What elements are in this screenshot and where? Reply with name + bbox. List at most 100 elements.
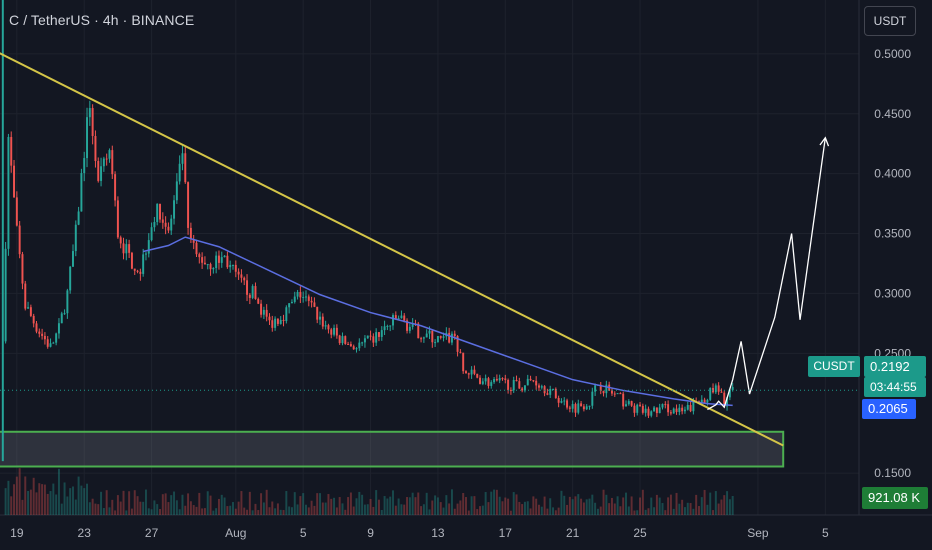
candle-body-33 [97,161,100,181]
candle-body-222 [627,401,630,405]
candle-body-166 [470,369,473,375]
y-tick-6: 0.1500 [874,466,911,480]
volume-bar-180 [509,510,512,515]
x-tick-1: 23 [78,526,92,540]
candle-body-163 [462,352,465,372]
candle-body-221 [625,404,627,407]
volume-bar-85 [243,507,246,515]
volume-bar-6 [21,499,24,515]
volume-bar-131 [372,506,375,515]
volume-bar-55 [159,508,161,515]
candle-body-5 [18,225,21,255]
volume-bar-73 [209,495,212,515]
volume-bar-183 [518,501,521,515]
volume-bar-40 [116,495,119,515]
volume-bar-48 [139,501,142,515]
volume-bar-171 [484,492,487,515]
candle-body-188 [532,380,535,382]
candle-body-136 [386,325,389,327]
volume-bar-173 [490,491,493,515]
volume-bar-248 [700,497,703,515]
candle-body-148 [420,338,423,340]
volume-bar-201 [568,496,571,515]
volume-bar-209 [591,494,594,515]
bar-countdown-tag: 03:44:55 [864,377,926,397]
volume-bar-47 [136,496,139,515]
volume-bar-75 [215,508,218,515]
candle-body-195 [552,388,554,390]
candle-body-201 [568,407,571,409]
volume-bar-259 [731,495,734,515]
y-tick-0: 0.5000 [874,47,911,61]
volume-bar-137 [389,496,392,515]
x-tick-8: 21 [566,526,580,540]
volume-bar-255 [720,499,723,515]
volume-bar-59 [170,495,173,515]
projection-path[interactable] [707,136,830,411]
candle-body-253 [714,385,717,393]
candle-body-153 [434,342,437,344]
candle-body-160 [453,333,456,337]
volume-bar-252 [712,510,715,515]
volume-bar-84 [240,491,243,515]
candle-body-138 [392,315,394,326]
candle-body-99 [282,319,285,322]
volume-bar-11 [35,492,38,515]
candle-body-115 [327,325,330,330]
candle-body-240 [678,407,681,413]
candle-body-55 [159,203,161,220]
volume-bar-50 [144,489,147,515]
candle-body-225 [636,404,639,413]
candle-body-185 [523,385,526,391]
trendline[interactable] [0,41,784,447]
support-zone[interactable] [0,430,785,468]
price-axis[interactable]: 0.50000.45000.40000.35000.30000.25000.15… [874,47,911,480]
volume-bar-249 [703,489,706,515]
candle-body-176 [498,378,501,381]
volume-bar-170 [481,505,484,515]
candle-body-128 [363,338,366,343]
candle-body-54 [156,203,159,223]
moving-average-tag: 0.2065 [862,399,916,419]
candle-body-239 [675,408,678,413]
candle-body-93 [265,309,268,317]
volume-bar-146 [414,497,417,515]
volume-bar-121 [344,509,347,515]
volume-bar-193 [546,508,549,515]
x-tick-7: 17 [499,526,513,540]
volume-bar-3 [13,484,16,515]
symbol-title[interactable]: C / TetherUS · 4h · BINANCE [9,12,195,28]
candle-body-96 [274,318,277,328]
volume-bar-242 [683,507,686,515]
volume-bar-150 [425,492,428,515]
candle-body-40 [116,200,119,238]
candle-body-108 [307,296,310,301]
volume-bar-219 [619,506,622,515]
volume-bar-54 [156,504,159,515]
time-axis[interactable]: 19 23 27 Aug 5 9 13 17 21 25 Sep 5 [10,526,829,540]
volume-bar-175 [495,489,498,515]
volume-bar-130 [369,498,372,515]
candle-body-16 [49,343,52,347]
candle-body-210 [594,385,597,392]
candle-body-49 [142,254,145,274]
currency-button[interactable]: USDT [864,6,916,36]
volume-bar-88 [251,510,254,515]
volume-bar-225 [636,510,639,515]
volume-bar-63 [181,494,184,515]
candle-body-161 [456,336,459,352]
volume-bar-254 [717,503,720,515]
candle-body-241 [681,407,684,412]
volume-bar-8 [27,490,30,515]
volume-bar-111 [316,493,319,515]
candle-body-245 [692,401,695,412]
candle-body-204 [577,403,580,413]
x-tick-0: 19 [10,526,24,540]
volume-bar-132 [375,490,378,515]
candle-body-63 [181,153,184,164]
volume-bar-60 [173,491,176,515]
candle-body-134 [380,330,383,337]
volume-bar-151 [428,509,431,515]
volume-bar-195 [552,507,554,515]
